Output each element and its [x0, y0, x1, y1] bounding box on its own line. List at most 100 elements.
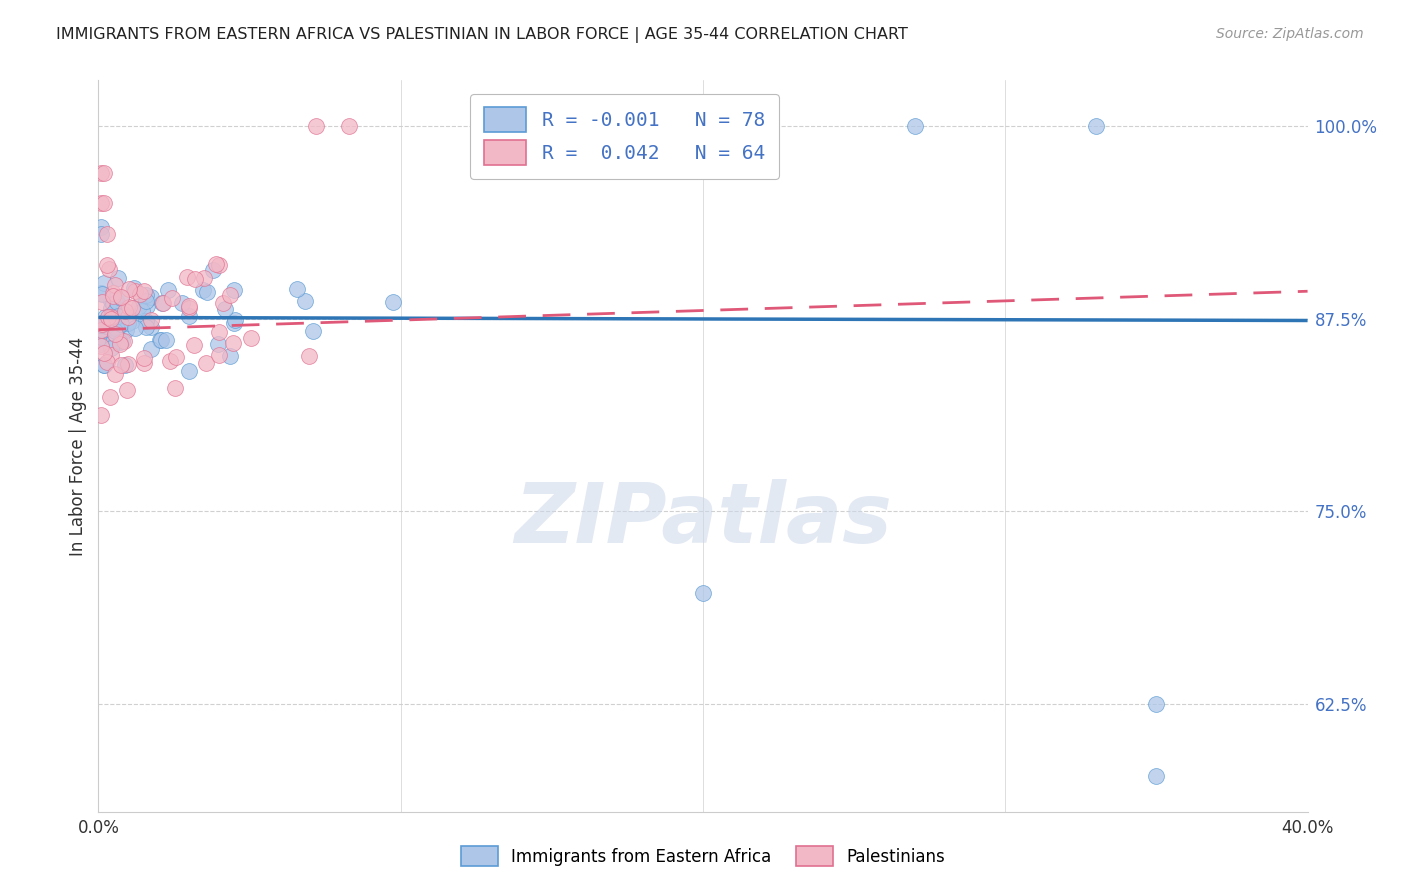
Point — [160, 291, 183, 305]
Point — [90, 330, 112, 344]
Point — [150, 334, 173, 348]
Point — [90, 166, 112, 180]
Point — [105, 322, 128, 336]
Point — [90, 408, 112, 422]
Point — [117, 300, 139, 314]
Point — [114, 358, 136, 372]
Point — [115, 383, 138, 397]
Point — [221, 336, 243, 351]
Point — [132, 351, 155, 365]
Point — [128, 299, 150, 313]
Point — [208, 326, 231, 340]
Point — [111, 307, 134, 321]
Point — [90, 285, 112, 300]
Point — [110, 291, 132, 305]
Point — [139, 290, 162, 304]
Text: ZIPatlas: ZIPatlas — [515, 479, 891, 559]
Point — [98, 390, 121, 404]
Point — [115, 323, 138, 337]
Point — [165, 381, 187, 395]
Point — [121, 314, 143, 328]
Point — [128, 286, 150, 301]
Point — [101, 309, 124, 323]
Point — [124, 284, 146, 298]
Point — [135, 294, 157, 309]
Point — [179, 364, 201, 378]
Point — [118, 283, 141, 297]
Point — [207, 336, 229, 351]
Point — [110, 336, 132, 351]
Point — [98, 310, 121, 325]
Point — [218, 287, 240, 301]
Point — [193, 271, 215, 285]
Point — [104, 367, 127, 381]
Point — [90, 219, 112, 234]
Point — [124, 320, 146, 334]
Point — [1144, 697, 1167, 711]
Point — [294, 293, 316, 308]
Point — [132, 355, 155, 369]
Point — [94, 318, 117, 333]
Point — [100, 348, 122, 362]
Point — [93, 358, 115, 372]
Point — [117, 310, 139, 324]
Y-axis label: In Labor Force | Age 35-44: In Labor Force | Age 35-44 — [69, 336, 87, 556]
Point — [1085, 120, 1108, 134]
Point — [184, 271, 207, 285]
Point — [117, 357, 139, 371]
Point — [110, 359, 132, 373]
Point — [117, 316, 139, 330]
Point — [194, 356, 217, 370]
Point — [224, 313, 246, 327]
Point — [183, 337, 205, 351]
Point — [93, 196, 115, 211]
Point — [114, 304, 136, 318]
Point — [107, 271, 129, 285]
Point — [179, 309, 201, 323]
Point — [110, 334, 132, 348]
Point — [100, 301, 122, 315]
Point — [96, 355, 118, 369]
Legend: R = -0.001   N = 78, R =  0.042   N = 64: R = -0.001 N = 78, R = 0.042 N = 64 — [470, 94, 779, 178]
Point — [135, 314, 157, 328]
Point — [96, 310, 118, 324]
Point — [110, 290, 132, 304]
Point — [90, 287, 112, 301]
Point — [93, 166, 115, 180]
Point — [90, 318, 112, 332]
Point — [121, 301, 143, 315]
Point — [90, 316, 112, 330]
Point — [177, 299, 200, 313]
Point — [104, 277, 127, 292]
Legend: Immigrants from Eastern Africa, Palestinians: Immigrants from Eastern Africa, Palestin… — [454, 839, 952, 873]
Point — [103, 289, 125, 303]
Point — [135, 320, 157, 334]
Point — [218, 350, 240, 364]
Point — [91, 323, 114, 337]
Point — [100, 312, 122, 326]
Point — [285, 282, 308, 296]
Point — [152, 296, 174, 310]
Point — [298, 349, 321, 363]
Point — [122, 281, 145, 295]
Point — [136, 299, 159, 313]
Point — [94, 310, 117, 325]
Point — [141, 342, 163, 356]
Point — [149, 334, 172, 348]
Point — [98, 261, 121, 276]
Point — [159, 354, 181, 368]
Point — [93, 346, 115, 360]
Point — [135, 287, 157, 301]
Point — [176, 270, 198, 285]
Point — [208, 258, 231, 272]
Point — [201, 263, 224, 277]
Point — [1144, 769, 1167, 783]
Point — [150, 296, 173, 310]
Point — [105, 294, 128, 309]
Point — [101, 286, 124, 301]
Point — [100, 341, 122, 355]
Point — [141, 319, 163, 334]
Point — [155, 334, 177, 348]
Text: IMMIGRANTS FROM EASTERN AFRICA VS PALESTINIAN IN LABOR FORCE | AGE 35-44 CORRELA: IMMIGRANTS FROM EASTERN AFRICA VS PALEST… — [56, 27, 908, 43]
Point — [165, 350, 187, 364]
